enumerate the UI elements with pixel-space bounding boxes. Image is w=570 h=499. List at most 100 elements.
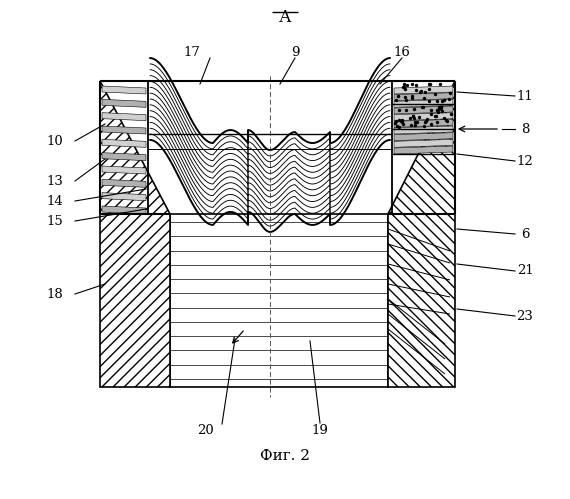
Point <box>407 80 416 88</box>
Point <box>391 119 400 127</box>
Point <box>409 105 418 113</box>
Polygon shape <box>388 81 455 387</box>
Point <box>436 103 445 111</box>
Point <box>401 93 410 101</box>
Text: 20: 20 <box>197 425 213 438</box>
Point <box>418 103 428 111</box>
Point <box>434 108 443 116</box>
Point <box>421 117 430 125</box>
Text: 8: 8 <box>521 122 529 136</box>
Point <box>446 89 455 97</box>
Point <box>441 116 450 124</box>
Polygon shape <box>394 139 453 147</box>
Point <box>431 112 440 120</box>
Point <box>432 97 441 105</box>
Point <box>431 112 440 120</box>
Point <box>402 81 412 89</box>
Point <box>398 120 408 128</box>
Point <box>439 114 449 122</box>
Point <box>442 117 451 125</box>
Polygon shape <box>102 206 146 214</box>
Point <box>434 104 443 112</box>
Point <box>394 92 403 100</box>
Point <box>408 112 417 120</box>
Point <box>400 83 409 91</box>
Text: 17: 17 <box>184 45 201 58</box>
Text: 15: 15 <box>47 215 63 228</box>
Point <box>426 106 435 114</box>
Polygon shape <box>394 99 453 107</box>
Point <box>422 115 431 123</box>
Point <box>420 94 429 102</box>
Bar <box>170 214 388 387</box>
Polygon shape <box>102 99 146 107</box>
Point <box>402 96 411 104</box>
Point <box>438 97 447 105</box>
Text: 18: 18 <box>47 287 63 300</box>
Polygon shape <box>102 86 146 94</box>
Text: Фиг. 2: Фиг. 2 <box>260 449 310 463</box>
Point <box>434 103 443 111</box>
Polygon shape <box>394 133 453 141</box>
Point <box>394 123 403 131</box>
Polygon shape <box>102 179 146 187</box>
Point <box>432 118 441 126</box>
Point <box>434 105 443 113</box>
Point <box>392 122 401 130</box>
Polygon shape <box>102 139 146 147</box>
Point <box>392 96 401 104</box>
Point <box>425 85 434 93</box>
Point <box>394 106 404 114</box>
Point <box>412 86 421 94</box>
Text: 13: 13 <box>47 175 63 188</box>
Point <box>408 112 417 120</box>
Point <box>435 80 445 88</box>
Polygon shape <box>394 106 453 114</box>
Point <box>415 113 424 121</box>
Text: 19: 19 <box>312 425 328 438</box>
Polygon shape <box>394 86 453 94</box>
Point <box>431 90 440 98</box>
Point <box>409 114 418 122</box>
Point <box>438 107 447 115</box>
Point <box>406 121 416 129</box>
Point <box>447 110 456 118</box>
Point <box>424 97 433 105</box>
Point <box>417 103 426 111</box>
Polygon shape <box>394 93 453 101</box>
Point <box>400 80 409 88</box>
Point <box>397 118 406 126</box>
Point <box>445 95 454 103</box>
Polygon shape <box>102 166 146 174</box>
Text: 16: 16 <box>393 45 410 58</box>
Text: 6: 6 <box>521 228 530 241</box>
Point <box>413 118 422 126</box>
Point <box>408 92 417 100</box>
Point <box>420 122 429 130</box>
Text: А: А <box>279 9 291 26</box>
Point <box>417 87 426 95</box>
Point <box>398 83 408 91</box>
Point <box>407 94 416 102</box>
Point <box>425 79 434 87</box>
Polygon shape <box>102 153 146 161</box>
Text: 23: 23 <box>516 309 534 322</box>
Point <box>427 110 436 118</box>
Text: 21: 21 <box>516 264 534 277</box>
Point <box>401 85 410 93</box>
Polygon shape <box>100 81 170 387</box>
Point <box>412 81 421 89</box>
Point <box>411 121 420 129</box>
Point <box>432 106 441 114</box>
Point <box>420 118 429 126</box>
Point <box>440 96 449 104</box>
Point <box>415 88 424 96</box>
Point <box>397 116 406 124</box>
Polygon shape <box>394 119 453 127</box>
Text: 10: 10 <box>47 135 63 148</box>
Point <box>397 117 406 125</box>
Point <box>406 114 415 122</box>
Text: 9: 9 <box>291 45 299 58</box>
Point <box>437 104 446 112</box>
Polygon shape <box>102 113 146 121</box>
